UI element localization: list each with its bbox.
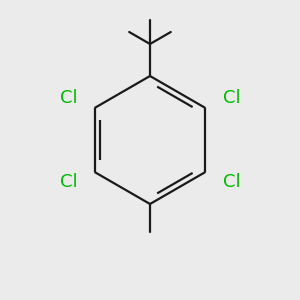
Text: Cl: Cl [223,89,240,107]
Text: Cl: Cl [60,173,77,191]
Text: Cl: Cl [60,89,77,107]
Text: Cl: Cl [223,173,240,191]
